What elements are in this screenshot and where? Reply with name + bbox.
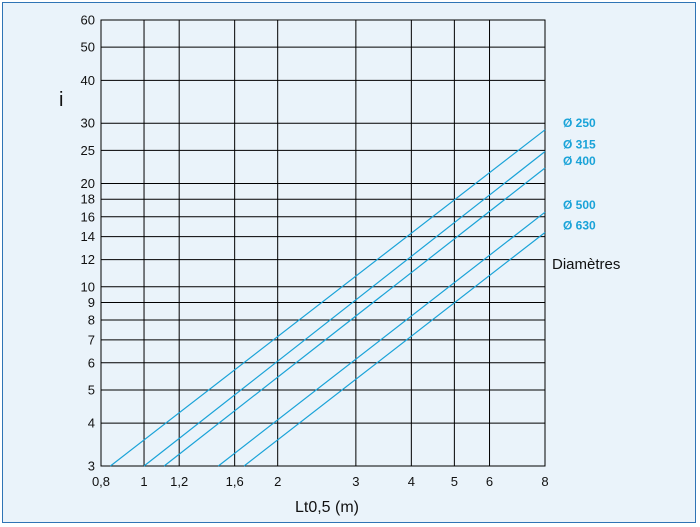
legend-title: Diamètres bbox=[552, 256, 620, 273]
y-tick-label: 5 bbox=[88, 382, 95, 397]
series-line bbox=[163, 167, 546, 467]
horizontal-gridlines bbox=[101, 19, 545, 467]
y-tick-label: 8 bbox=[88, 312, 95, 327]
x-tick-label: 5 bbox=[451, 474, 458, 489]
x-tick-label: 6 bbox=[486, 474, 493, 489]
y-tick-label: 14 bbox=[81, 229, 95, 244]
x-tick-labels: 0,8 1 1,2 1,6 2 3 4 5 6 8 bbox=[92, 474, 549, 489]
x-tick-label: 2 bbox=[274, 474, 281, 489]
series-label: Ø 250 bbox=[563, 116, 596, 130]
vertical-gridlines bbox=[100, 20, 546, 466]
y-tick-label: 16 bbox=[81, 209, 95, 224]
y-tick-label: 12 bbox=[81, 252, 95, 267]
series-lines bbox=[110, 129, 546, 467]
series-line bbox=[143, 151, 546, 467]
y-tick-label: 40 bbox=[81, 73, 95, 88]
y-tick-label: 18 bbox=[81, 192, 95, 207]
x-tick-label: 3 bbox=[352, 474, 359, 489]
y-tick-label: 3 bbox=[88, 459, 95, 474]
series-line bbox=[110, 129, 546, 467]
y-tick-label: 25 bbox=[81, 143, 95, 158]
y-tick-label: 10 bbox=[81, 279, 95, 294]
series-line bbox=[243, 231, 546, 467]
series-label: Ø 315 bbox=[563, 138, 596, 152]
x-tick-label: 1,2 bbox=[170, 474, 188, 489]
y-axis-label: i bbox=[59, 89, 63, 111]
y-tick-label: 6 bbox=[88, 355, 95, 370]
x-tick-label: 4 bbox=[408, 474, 415, 489]
series-label: Ø 400 bbox=[563, 154, 596, 168]
y-tick-label: 7 bbox=[88, 332, 95, 347]
series-label: Ø 500 bbox=[563, 198, 596, 212]
series-label: Ø 630 bbox=[563, 218, 596, 232]
series-labels: Ø 250 Ø 315 Ø 400 Ø 500 Ø 630 bbox=[563, 116, 596, 233]
x-tick-label: 8 bbox=[541, 474, 548, 489]
y-tick-label: 50 bbox=[81, 40, 95, 55]
y-tick-label: 30 bbox=[81, 116, 95, 131]
series-line bbox=[217, 211, 546, 467]
x-tick-label: 0,8 bbox=[92, 474, 110, 489]
x-tick-label: 1 bbox=[140, 474, 147, 489]
x-tick-label: 1,6 bbox=[226, 474, 244, 489]
x-axis-label: Lt0,5 (m) bbox=[295, 499, 359, 516]
y-tick-label: 4 bbox=[88, 416, 95, 431]
y-tick-label: 60 bbox=[81, 13, 95, 28]
y-tick-label: 9 bbox=[88, 295, 95, 310]
y-tick-label: 20 bbox=[81, 176, 95, 191]
plot-border bbox=[100, 19, 546, 467]
